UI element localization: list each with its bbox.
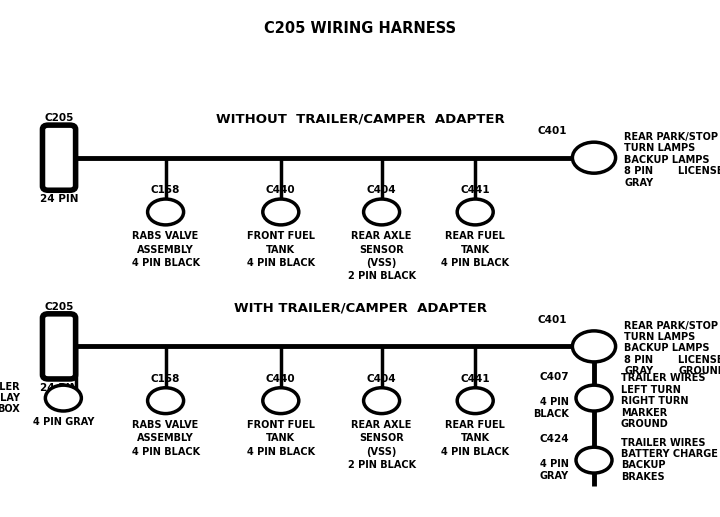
Circle shape bbox=[457, 388, 493, 414]
Text: BACKUP LAMPS: BACKUP LAMPS bbox=[624, 343, 710, 354]
Text: 4 PIN: 4 PIN bbox=[540, 459, 569, 469]
FancyBboxPatch shape bbox=[42, 314, 76, 379]
Text: TRAILER WIRES: TRAILER WIRES bbox=[621, 437, 705, 448]
Text: TANK: TANK bbox=[461, 245, 490, 254]
Text: GRAY: GRAY bbox=[540, 470, 569, 481]
Text: 4 PIN BLACK: 4 PIN BLACK bbox=[247, 447, 315, 457]
Circle shape bbox=[148, 199, 184, 225]
Text: MARKER: MARKER bbox=[621, 407, 667, 418]
Text: 4 PIN BLACK: 4 PIN BLACK bbox=[247, 258, 315, 268]
Text: TRAILER WIRES: TRAILER WIRES bbox=[621, 373, 705, 384]
Text: BLACK: BLACK bbox=[533, 408, 569, 419]
Circle shape bbox=[572, 331, 616, 362]
Circle shape bbox=[148, 388, 184, 414]
Text: C401: C401 bbox=[537, 126, 567, 136]
Text: WITH TRAILER/CAMPER  ADAPTER: WITH TRAILER/CAMPER ADAPTER bbox=[233, 301, 487, 314]
Text: C407: C407 bbox=[539, 372, 569, 382]
Text: FRONT FUEL: FRONT FUEL bbox=[247, 420, 315, 430]
Text: REAR PARK/STOP: REAR PARK/STOP bbox=[624, 321, 719, 331]
Text: ASSEMBLY: ASSEMBLY bbox=[138, 433, 194, 443]
Text: SENSOR: SENSOR bbox=[359, 245, 404, 254]
Text: LICENSE LAMPS: LICENSE LAMPS bbox=[678, 166, 720, 176]
Text: TANK: TANK bbox=[266, 245, 295, 254]
Text: C440: C440 bbox=[266, 185, 296, 195]
Text: C205 WIRING HARNESS: C205 WIRING HARNESS bbox=[264, 21, 456, 36]
Text: 4 PIN GRAY: 4 PIN GRAY bbox=[32, 417, 94, 427]
Text: C441: C441 bbox=[460, 374, 490, 384]
Text: REAR FUEL: REAR FUEL bbox=[445, 420, 505, 430]
Text: GRAY: GRAY bbox=[624, 366, 653, 376]
Text: REAR PARK/STOP: REAR PARK/STOP bbox=[624, 132, 719, 142]
Text: 24 PIN: 24 PIN bbox=[40, 383, 78, 392]
Text: 4 PIN: 4 PIN bbox=[540, 397, 569, 407]
Text: WITHOUT  TRAILER/CAMPER  ADAPTER: WITHOUT TRAILER/CAMPER ADAPTER bbox=[215, 112, 505, 126]
Text: LEFT TURN: LEFT TURN bbox=[621, 385, 680, 395]
Text: RIGHT TURN: RIGHT TURN bbox=[621, 396, 688, 406]
Text: C205: C205 bbox=[45, 302, 73, 312]
Text: GRAY: GRAY bbox=[624, 177, 653, 188]
Circle shape bbox=[572, 142, 616, 173]
Text: BATTERY CHARGE: BATTERY CHARGE bbox=[621, 449, 718, 459]
Circle shape bbox=[45, 385, 81, 411]
Text: C404: C404 bbox=[366, 374, 397, 384]
Text: 2 PIN BLACK: 2 PIN BLACK bbox=[348, 271, 415, 281]
Text: 8 PIN: 8 PIN bbox=[624, 355, 653, 365]
Text: C424: C424 bbox=[539, 434, 569, 444]
Text: SENSOR: SENSOR bbox=[359, 433, 404, 443]
Text: BACKUP LAMPS: BACKUP LAMPS bbox=[624, 155, 710, 165]
Text: (VSS): (VSS) bbox=[366, 258, 397, 268]
Text: GROUND: GROUND bbox=[678, 366, 720, 376]
Text: BRAKES: BRAKES bbox=[621, 472, 665, 482]
Text: TANK: TANK bbox=[461, 433, 490, 443]
Text: REAR AXLE: REAR AXLE bbox=[351, 231, 412, 241]
Text: GROUND: GROUND bbox=[621, 419, 668, 429]
Text: BACKUP: BACKUP bbox=[621, 460, 665, 470]
Text: C441: C441 bbox=[460, 185, 490, 195]
Text: TANK: TANK bbox=[266, 433, 295, 443]
Text: 2 PIN BLACK: 2 PIN BLACK bbox=[348, 460, 415, 470]
Text: ASSEMBLY: ASSEMBLY bbox=[138, 245, 194, 254]
Circle shape bbox=[364, 199, 400, 225]
Text: C158: C158 bbox=[151, 185, 180, 195]
Text: C149: C149 bbox=[49, 371, 78, 381]
Text: RELAY: RELAY bbox=[0, 393, 20, 403]
Text: REAR FUEL: REAR FUEL bbox=[445, 231, 505, 241]
Text: FRONT FUEL: FRONT FUEL bbox=[247, 231, 315, 241]
Text: C404: C404 bbox=[366, 185, 397, 195]
Text: C401: C401 bbox=[537, 315, 567, 325]
Circle shape bbox=[576, 385, 612, 411]
Text: TRAILER: TRAILER bbox=[0, 382, 20, 392]
Text: C440: C440 bbox=[266, 374, 296, 384]
Circle shape bbox=[364, 388, 400, 414]
Text: 4 PIN BLACK: 4 PIN BLACK bbox=[441, 447, 509, 457]
Text: TURN LAMPS: TURN LAMPS bbox=[624, 332, 696, 342]
Text: C158: C158 bbox=[151, 374, 180, 384]
Text: (VSS): (VSS) bbox=[366, 447, 397, 457]
Text: 4 PIN BLACK: 4 PIN BLACK bbox=[132, 447, 199, 457]
Circle shape bbox=[263, 199, 299, 225]
FancyBboxPatch shape bbox=[42, 125, 76, 190]
Text: 4 PIN BLACK: 4 PIN BLACK bbox=[441, 258, 509, 268]
Text: BOX: BOX bbox=[0, 404, 20, 415]
Circle shape bbox=[457, 199, 493, 225]
Text: TURN LAMPS: TURN LAMPS bbox=[624, 143, 696, 154]
Text: C205: C205 bbox=[45, 113, 73, 123]
Text: 24 PIN: 24 PIN bbox=[40, 194, 78, 204]
Text: RABS VALVE: RABS VALVE bbox=[132, 231, 199, 241]
Text: RABS VALVE: RABS VALVE bbox=[132, 420, 199, 430]
Text: 8 PIN: 8 PIN bbox=[624, 166, 653, 176]
Text: 4 PIN BLACK: 4 PIN BLACK bbox=[132, 258, 199, 268]
Text: LICENSE LAMPS: LICENSE LAMPS bbox=[678, 355, 720, 365]
Text: REAR AXLE: REAR AXLE bbox=[351, 420, 412, 430]
Circle shape bbox=[576, 447, 612, 473]
Circle shape bbox=[263, 388, 299, 414]
